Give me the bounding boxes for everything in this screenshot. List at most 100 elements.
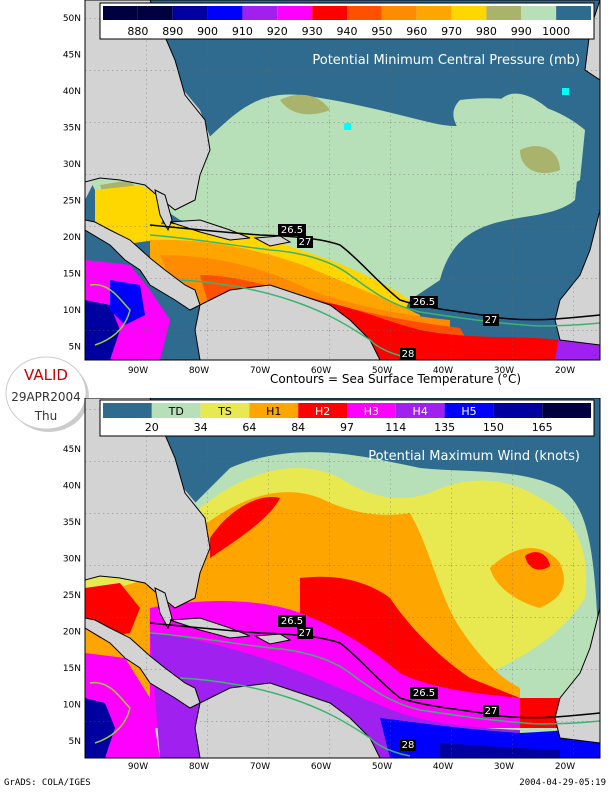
longitude-label: 80W (189, 762, 209, 772)
legend-category: H4 (413, 405, 428, 418)
footer-timestamp: 2004-04-29-05:19 (519, 778, 606, 788)
longitude-label: 70W (250, 366, 270, 376)
sst-contour-pacific (89, 284, 131, 346)
legend-value: 135 (434, 421, 455, 434)
legend-swatch (207, 6, 243, 20)
latitude-label: 15N (63, 664, 81, 674)
contour-label: 28 (402, 349, 415, 360)
contour-label-bg (297, 236, 313, 248)
wind-map: TD TS H1 H2 H3 H4 H5 20 34 64 84 97 114 135 150 165 Po… (63, 397, 601, 772)
legend-label: 930 (302, 25, 323, 38)
legend-value: 84 (291, 421, 305, 434)
latitude-label: 25N (63, 591, 81, 601)
latitude-label: 5N (69, 343, 81, 353)
valid-date: 29APR2004 (11, 390, 81, 404)
wind-legend: TD TS H1 H2 H3 H4 H5 20 34 64 84 97 114 135 150 165 (99, 399, 595, 437)
latitude-label: 15N (63, 270, 81, 280)
legend-swatch (137, 6, 173, 20)
legend-swatch (347, 6, 382, 20)
longitude-label: 60W (311, 762, 331, 772)
latitude-label: 5N (69, 737, 81, 747)
legend-label: 890 (162, 25, 183, 38)
valid-label: VALID (24, 366, 68, 384)
legend-swatch (103, 403, 152, 418)
legend-category: TD (168, 405, 184, 418)
sst-contour-28 (179, 677, 411, 757)
latitude-label: 50N (63, 14, 81, 24)
legend-swatch (249, 403, 299, 418)
latitude-label: 20N (63, 233, 81, 243)
legend-value: 97 (340, 421, 354, 434)
sst-contour-pacific (89, 682, 131, 744)
longitude-label: 30W (494, 366, 514, 376)
contour-label-bg (410, 296, 438, 308)
legend-category: H1 (266, 405, 281, 418)
latitude-label: 45N (63, 51, 81, 61)
legend-swatch (381, 6, 417, 20)
legend-swatch (542, 403, 591, 418)
lat-lon-grid (85, 0, 600, 360)
longitude-label: 90W (128, 366, 148, 376)
legend-category: TS (217, 405, 232, 418)
valid-day: Thu (34, 409, 58, 423)
legend-swatch (298, 403, 347, 418)
contour-label-bg (483, 705, 499, 717)
longitude-label: 20W (555, 366, 575, 376)
marker (562, 88, 569, 95)
legend-label: 900 (197, 25, 218, 38)
legend-swatch (444, 403, 494, 418)
longitude-label: 50W (372, 366, 392, 376)
legend-swatch (200, 403, 250, 418)
legend-label: 990 (511, 25, 532, 38)
map-frame (84, 397, 601, 759)
contour-label: 28 (402, 740, 415, 751)
legend-swatch (242, 6, 278, 20)
legend-swatch (151, 403, 201, 418)
legend-swatch (451, 6, 487, 20)
latitude-label: 10N (63, 306, 81, 316)
legend-swatch (556, 6, 591, 20)
pressure-map-panel: 880 890 900 910 920 930 940 950 960 970 980 990 1000… (0, 0, 612, 380)
legend-category: H3 (364, 405, 379, 418)
legend-label: 920 (267, 25, 288, 38)
lat-lon-grid (85, 398, 600, 758)
legend-label: 880 (127, 25, 148, 38)
legend-swatch (395, 403, 445, 418)
latitude-label: 30N (63, 160, 81, 170)
contour-label: 26.5 (281, 225, 303, 236)
contour-label: 27 (485, 315, 498, 326)
legend-label: 910 (232, 25, 253, 38)
legend-swatch (521, 6, 557, 20)
latitude-label: 10N (63, 701, 81, 711)
legend-value: 114 (385, 421, 406, 434)
longitude-label: 60W (311, 366, 331, 376)
longitude-label: 90W (128, 762, 148, 772)
latitude-label: 40N (63, 87, 81, 97)
contour-label-bg (483, 314, 499, 326)
sst-contour-27 (149, 632, 600, 725)
latitude-label: 20N (63, 628, 81, 638)
legend-swatch (103, 6, 138, 20)
longitude-label: 40W (433, 762, 453, 772)
longitude-label: 70W (250, 762, 270, 772)
contour-label-bg (278, 615, 306, 627)
legend-value: 34 (194, 421, 208, 434)
legend-value: 150 (483, 421, 504, 434)
pressure-map-title: Potential Minimum Central Pressure (mb) (312, 53, 580, 68)
longitude-label: 30W (494, 762, 514, 772)
wind-map-panel: TD TS H1 H2 H3 H4 H5 20 34 64 84 97 114 135 150 165 Po… (0, 397, 612, 782)
legend-label: 980 (476, 25, 497, 38)
sst-contour-26-5 (149, 622, 600, 719)
legend-label: 970 (441, 25, 462, 38)
contour-label: 27 (299, 237, 312, 248)
map-frame (84, 0, 601, 361)
contour-label-bg (410, 687, 438, 699)
wind-map-title: Potential Maximum Wind (knots) (368, 449, 580, 464)
legend-label: 1000 (542, 25, 570, 38)
legend-label: 960 (406, 25, 427, 38)
legend-category: H5 (461, 405, 476, 418)
longitude-label: 40W (433, 366, 453, 376)
latitude-label: 35N (63, 124, 81, 134)
sst-contour-27 (149, 234, 600, 327)
legend-label: 940 (337, 25, 358, 38)
